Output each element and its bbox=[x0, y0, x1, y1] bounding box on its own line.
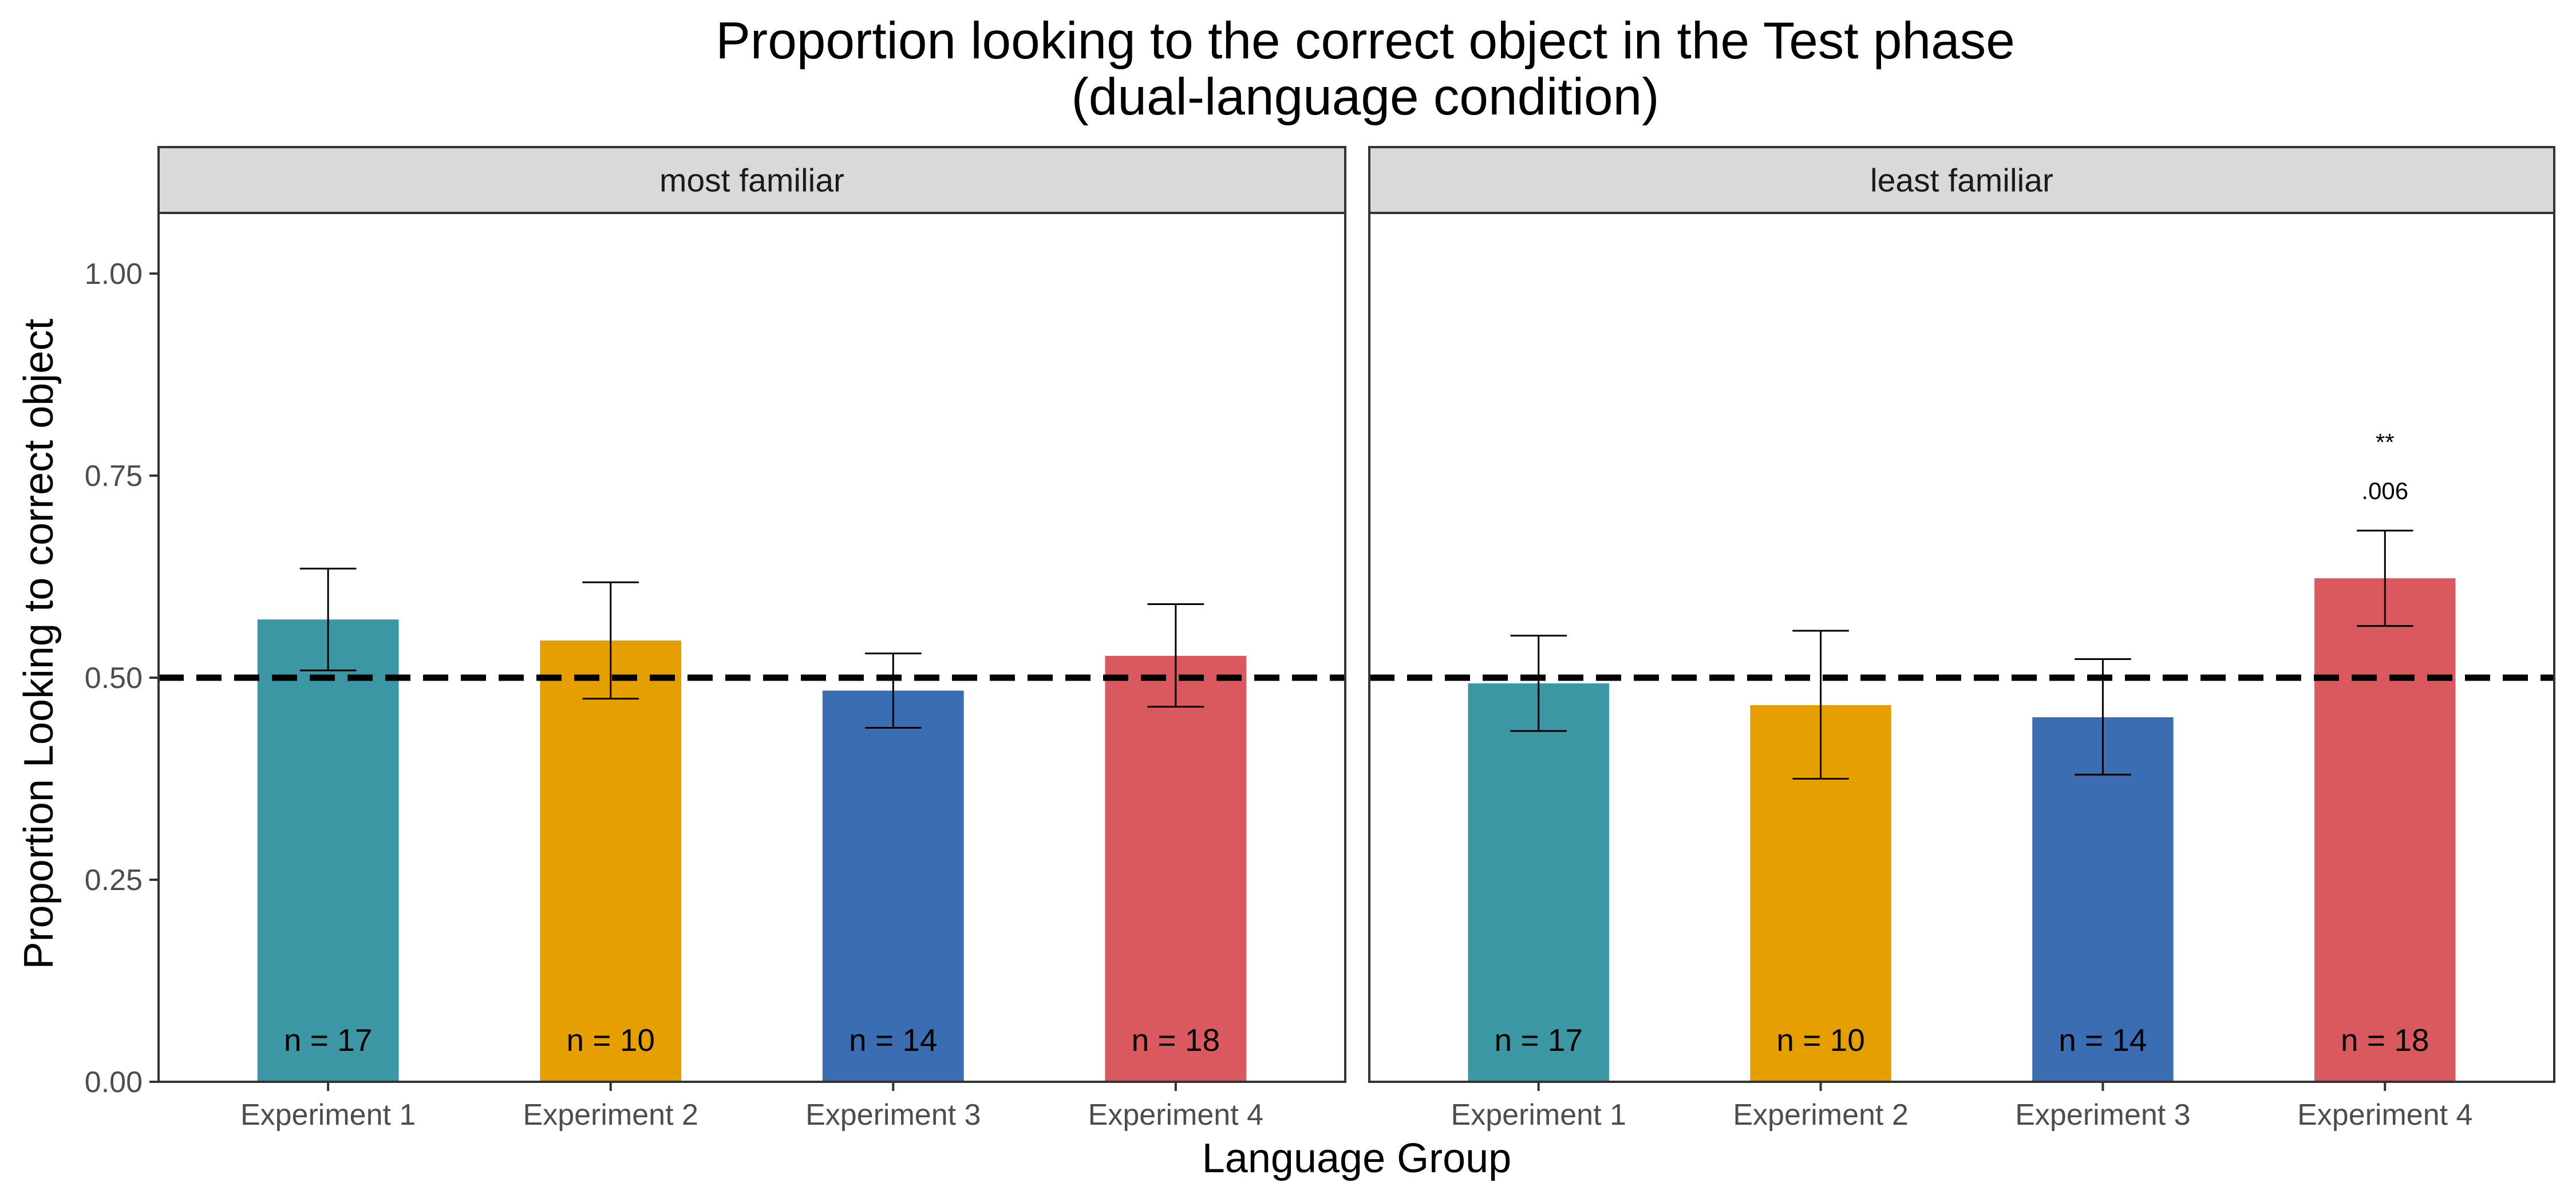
facet-panels: most familiar n = 17 n = 10 n = 14 n = 18 Exp… bbox=[157, 146, 2555, 1132]
n-label-1: n = 17 bbox=[1494, 1022, 1582, 1058]
y-axis-title: Proportion Looking to correct object bbox=[16, 319, 62, 970]
bar-3 bbox=[2032, 717, 2174, 1082]
significance-p-value: .006 bbox=[2361, 477, 2408, 504]
x-tick-label: Experiment 3 bbox=[2015, 1098, 2190, 1132]
n-label-3: n = 14 bbox=[2059, 1022, 2147, 1058]
significance-stars: ** bbox=[2376, 429, 2395, 456]
x-tick-label: Experiment 1 bbox=[1451, 1098, 1626, 1132]
x-tick-label: Experiment 2 bbox=[1733, 1098, 1908, 1132]
facet-strip bbox=[1368, 146, 2555, 214]
error-bar-3 bbox=[864, 653, 922, 729]
chart-title-line-1: Proportion looking to the correct object… bbox=[716, 12, 2015, 70]
facet-panel-1: most familiar n = 17 n = 10 n = 14 n = 18 Exp… bbox=[157, 146, 1346, 1132]
panel-border bbox=[157, 212, 1346, 1083]
n-label-4: n = 18 bbox=[1132, 1022, 1220, 1058]
y-tick-label: 1.00 bbox=[85, 258, 143, 291]
y-tick-label: 0.25 bbox=[85, 864, 143, 897]
x-tick-label: Experiment 2 bbox=[523, 1098, 698, 1132]
error-bar-3 bbox=[2075, 658, 2131, 776]
bar-1 bbox=[1468, 683, 1609, 1082]
n-label-1: n = 17 bbox=[284, 1022, 372, 1058]
x-tick-label: Experiment 4 bbox=[1088, 1098, 1263, 1132]
bar-2 bbox=[540, 640, 682, 1082]
x-tick-label: Experiment 1 bbox=[240, 1098, 416, 1132]
n-label-3: n = 14 bbox=[849, 1022, 937, 1058]
n-label-4: n = 18 bbox=[2341, 1022, 2429, 1058]
error-bar-1 bbox=[299, 567, 357, 671]
y-tick-label: 0.50 bbox=[85, 662, 143, 695]
panel-border bbox=[1368, 212, 2555, 1083]
n-label-2: n = 10 bbox=[566, 1022, 654, 1058]
facet-panel-2: least familiar n = 17 n = 10 n = 14 n = 18 **… bbox=[1368, 146, 2555, 1132]
facet-strip bbox=[157, 146, 1346, 214]
y-tick-label: 0.75 bbox=[85, 460, 143, 493]
bar-3 bbox=[822, 690, 964, 1082]
chart-title-line-2: (dual-language condition) bbox=[1072, 68, 1660, 126]
bar-4 bbox=[2314, 578, 2456, 1082]
bar-4 bbox=[1105, 655, 1247, 1082]
y-axis: 0.00 0.25 0.50 0.75 1.00 bbox=[85, 258, 159, 1099]
bar-1 bbox=[257, 619, 399, 1082]
facet-strip-label: most familiar bbox=[659, 163, 844, 199]
facet-strip-label: least familiar bbox=[1870, 163, 2053, 199]
error-bar-4 bbox=[2357, 529, 2413, 627]
error-bar-4 bbox=[1147, 603, 1204, 708]
n-label-2: n = 10 bbox=[1776, 1022, 1864, 1058]
x-tick-label: Experiment 3 bbox=[805, 1098, 981, 1132]
x-axis-title: Language Group bbox=[1202, 1136, 1511, 1181]
y-tick-label: 0.00 bbox=[85, 1066, 143, 1099]
error-bar-2 bbox=[582, 581, 639, 700]
error-bar-2 bbox=[1792, 630, 1849, 780]
x-tick-label: Experiment 4 bbox=[2297, 1098, 2472, 1132]
error-bar-1 bbox=[1510, 635, 1567, 732]
